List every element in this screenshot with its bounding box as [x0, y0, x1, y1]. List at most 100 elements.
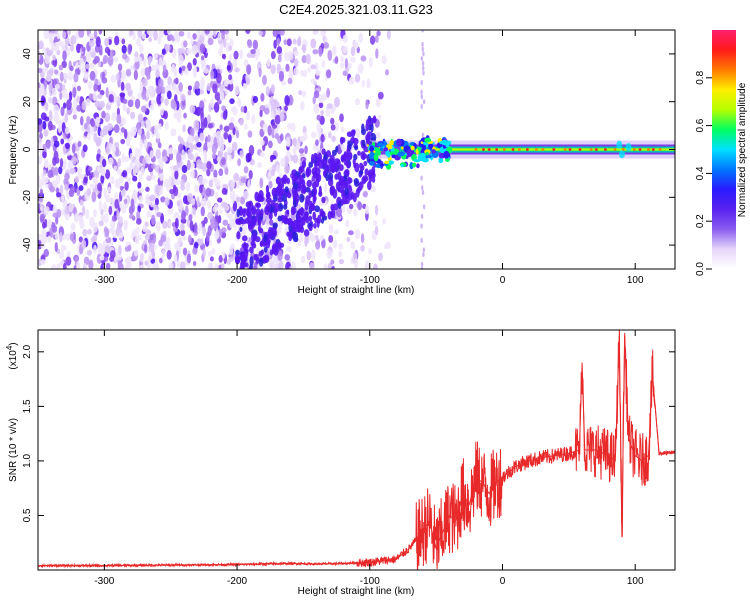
heatmap-noise-cell: [331, 135, 336, 143]
heatmap-noise-cell: [259, 109, 263, 118]
heatmap-noise-cell: [312, 49, 319, 55]
heatmap-noise-cell: [129, 30, 134, 36]
heatmap-noise-cell: [45, 74, 52, 82]
heatmap-noise-cell: [370, 185, 376, 193]
heatmap-noise-cell: [330, 124, 336, 131]
heatmap-noise-cell: [168, 175, 172, 185]
heatmap-noise-cell: [232, 200, 238, 212]
heatmap-noise-cell: [260, 151, 265, 158]
heatmap-noise-cell: [44, 55, 50, 65]
heatmap-noise-cell: [113, 165, 117, 171]
heatmap-noise-cell: [47, 235, 52, 243]
heatmap-noise-cell: [226, 146, 233, 154]
heatmap-noise-cell: [107, 55, 114, 66]
heatmap-noise-cell: [141, 77, 148, 87]
heatmap-noise-cell: [38, 138, 43, 144]
heatmap-noise-cell: [227, 134, 232, 143]
heatmap-noise-cell: [268, 180, 273, 189]
colorbar-label: Normalized spectral amplitude: [737, 82, 748, 217]
heatmap-noise-cell: [323, 42, 330, 49]
heatmap-band-cell: [371, 177, 376, 183]
heatmap-noise-cell: [246, 52, 253, 58]
snr-panel: -300 -200 -100 0 100 0.5 1.0 1.5 2.0 Height of …: [5, 329, 676, 597]
heatmap-noise-cell: [312, 96, 316, 105]
heatmap-band-cell: [237, 218, 242, 226]
heatmap-noise-cell: [299, 231, 304, 242]
heatmap-noise-cell: [174, 217, 179, 229]
heatmap-noise-cell: [233, 172, 240, 182]
heatmap-noise-cell: [340, 126, 345, 133]
heatmap-noise-cell: [381, 218, 387, 225]
heatmap-noise-cell: [225, 35, 230, 41]
heatmap-noise-cell: [94, 100, 101, 108]
heatmap-band-cell: [352, 137, 359, 145]
heatmap-noise-cell: [98, 220, 104, 227]
heatmap-x-axis-label: Height of straight line (km): [298, 285, 415, 296]
heatmap-noise-cell: [270, 64, 276, 75]
heatmap-noise-cell: [173, 67, 178, 78]
heatmap-noise-cell: [234, 67, 240, 73]
heatmap-noise-cell: [159, 257, 163, 264]
heatmap-noise-cell: [330, 117, 335, 125]
heatmap-noise-cell: [56, 263, 61, 269]
heatmap-noise-cell: [284, 254, 290, 261]
heatmap-noise-cell: [309, 233, 316, 243]
heatmap-noise-cell: [101, 110, 106, 119]
heatmap-band-cell: [293, 198, 297, 208]
heatmap-band-cell: [268, 232, 274, 240]
heatmap-noise-cell: [284, 105, 288, 112]
heatmap-noise-cell: [307, 67, 311, 73]
heatmap-noise-cell: [180, 93, 186, 102]
heatmap-noise-cell: [212, 30, 217, 38]
heatmap-noise-cell: [86, 116, 91, 126]
heatmap-noise-cell: [364, 260, 370, 269]
heatmap-noise-cell: [88, 33, 94, 40]
heatmap-noise-cell: [297, 238, 302, 247]
heatmap-band-cell: [249, 256, 254, 266]
heatmap-noise-cell: [122, 169, 128, 178]
heatmap-noise-cell: [169, 34, 174, 40]
heatmap-noise-cell: [251, 113, 256, 125]
heatmap-noise-cell: [146, 211, 152, 218]
heatmap-band-cell: [299, 193, 305, 203]
heatmap-band-cell: [239, 226, 243, 233]
heatmap-band-cell: [363, 146, 370, 153]
heatmap-band-cell: [353, 153, 358, 161]
x-tick-label: 100: [627, 275, 644, 286]
heatmap-noise-cell: [232, 106, 238, 116]
heatmap-band-cell: [240, 219, 247, 225]
heatmap-y-axis-label: Frequency (Hz): [8, 116, 19, 185]
heatmap-noise-cell: [39, 205, 44, 212]
heatmap-noise-cell: [270, 84, 276, 93]
colorbar-tick-label: 0.0: [695, 262, 706, 276]
heatmap-noise-cell: [153, 128, 159, 137]
heatmap-band-cell: [361, 153, 368, 159]
heatmap-noise-cell: [103, 256, 109, 262]
heatmap-noise-cell: [78, 214, 83, 223]
heatmap-noise-cell: [279, 111, 285, 122]
colorbar-tick-label: 0.8: [695, 70, 706, 84]
heatmap-noise-cell: [221, 105, 227, 112]
x-tick-label: -100: [360, 275, 380, 286]
heatmap-noise-cell: [207, 122, 213, 129]
heatmap-noise-cell: [39, 132, 43, 140]
heatmap-spike-cell: [421, 41, 424, 47]
heatmap-noise-cell: [300, 255, 306, 264]
heatmap-noise-cell: [55, 215, 59, 225]
heatmap-noise-cell: [300, 69, 304, 77]
heatmap-band-cell: [286, 209, 290, 215]
heatmap-noise-cell: [206, 168, 211, 177]
heatmap-noise-cell: [156, 93, 162, 105]
x-tick-label: 0: [500, 576, 506, 587]
heatmap-noise-cell: [83, 176, 88, 184]
heatmap-noise-cell: [377, 91, 384, 100]
heatmap-band-cell: [247, 200, 254, 211]
heatmap-noise-cell: [320, 30, 326, 38]
heatmap-noise-cell: [169, 147, 173, 155]
heatmap-band-cell: [343, 160, 349, 166]
heatmap-noise-cell: [123, 222, 128, 231]
heatmap-noise-cell: [168, 152, 174, 161]
heatmap-spike-cell: [422, 65, 425, 71]
heatmap-noise-cell: [73, 212, 79, 224]
heatmap-noise-cell: [260, 92, 265, 102]
